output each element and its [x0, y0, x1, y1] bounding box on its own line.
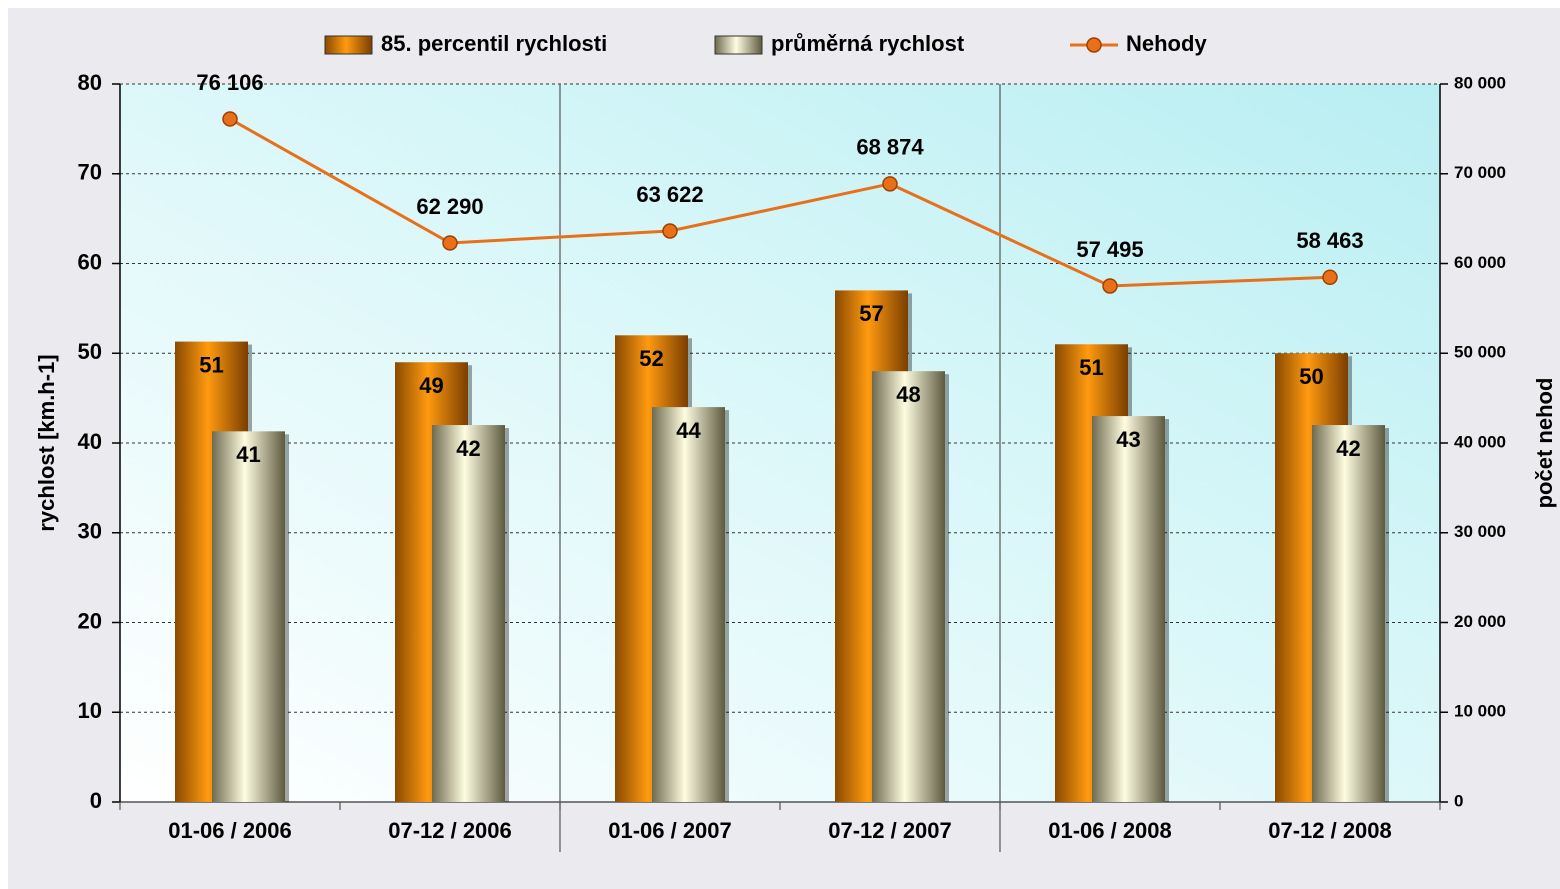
legend-label: průměrná rychlost — [771, 31, 965, 56]
y-tick-label: 60 — [78, 249, 102, 274]
data-label: 51 — [1079, 355, 1103, 380]
y-tick-label: 50 — [78, 339, 102, 364]
y-axis-label: rychlost [km.h-1] — [34, 354, 59, 531]
y2-tick-label: 30 000 — [1454, 522, 1506, 541]
y2-tick-label: 40 000 — [1454, 432, 1506, 451]
line-marker — [1102, 278, 1118, 294]
line-marker — [882, 176, 898, 192]
x-tick-label: 07-12 / 2006 — [388, 818, 512, 843]
data-label: 42 — [456, 436, 480, 461]
legend-label: Nehody — [1126, 31, 1207, 56]
data-label: 57 — [859, 301, 883, 326]
data-label: 44 — [676, 418, 701, 443]
y2-axis-label: počet nehod — [1532, 378, 1557, 509]
line — [229, 117, 1331, 288]
line-marker — [222, 111, 238, 127]
data-label: 63 622 — [636, 182, 703, 207]
data-label: 41 — [236, 442, 260, 467]
y2-tick-label: 50 000 — [1454, 343, 1506, 362]
data-label: 43 — [1116, 427, 1140, 452]
bar — [652, 407, 725, 802]
line-marker — [442, 235, 458, 251]
legend-swatch — [324, 35, 373, 55]
y-tick-label: 80 — [78, 70, 102, 95]
data-label: 68 874 — [856, 135, 924, 160]
y-tick-label: 10 — [78, 698, 102, 723]
y-tick-label: 20 — [78, 608, 102, 633]
data-label: 49 — [419, 373, 443, 398]
y-tick-label: 30 — [78, 519, 102, 544]
y-tick-label: 0 — [90, 788, 102, 813]
x-tick-label: 01-06 / 2006 — [168, 818, 292, 843]
y-tick-label: 70 — [78, 160, 102, 185]
legend-label: 85. percentil rychlosti — [381, 31, 607, 56]
bar — [432, 425, 505, 802]
data-label: 51 — [199, 352, 223, 377]
data-label: 52 — [639, 346, 663, 371]
y2-tick-label: 80 000 — [1454, 73, 1506, 92]
data-label: 58 463 — [1296, 228, 1363, 253]
data-label: 48 — [896, 382, 920, 407]
legend-marker — [1086, 37, 1102, 53]
bar — [1312, 425, 1385, 802]
y2-tick-label: 0 — [1454, 791, 1463, 810]
legend-swatch — [714, 35, 763, 55]
line-marker — [1322, 269, 1338, 286]
bar — [872, 371, 945, 802]
data-label: 76 106 — [196, 70, 263, 95]
y2-tick-label: 10 000 — [1454, 702, 1506, 721]
data-label: 42 — [1336, 436, 1360, 461]
line-marker — [662, 223, 678, 239]
bar — [212, 431, 285, 802]
y2-tick-label: 20 000 — [1454, 612, 1506, 631]
bar — [1092, 416, 1165, 802]
x-tick-label: 07-12 / 2008 — [1268, 818, 1392, 843]
x-tick-label: 07-12 / 2007 — [828, 818, 952, 843]
data-label: 62 290 — [416, 194, 483, 219]
data-label: 50 — [1299, 364, 1323, 389]
x-tick-label: 01-06 / 2008 — [1048, 818, 1172, 843]
x-tick-label: 01-06 / 2007 — [608, 818, 732, 843]
y2-tick-label: 70 000 — [1454, 163, 1506, 182]
y-tick-label: 40 — [78, 429, 102, 454]
data-label: 57 495 — [1076, 237, 1143, 262]
y2-tick-label: 60 000 — [1454, 253, 1506, 272]
